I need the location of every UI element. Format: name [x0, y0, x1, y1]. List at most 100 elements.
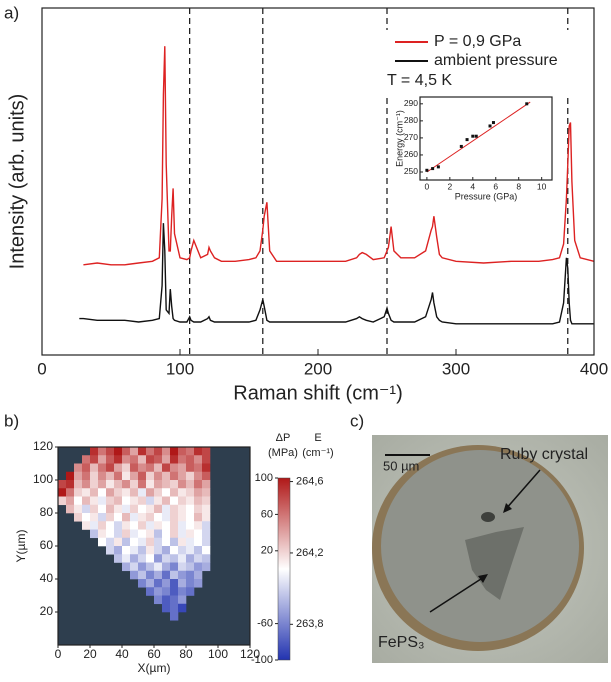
- heatmap-cell: [114, 546, 123, 555]
- heatmap-cell: [122, 496, 131, 506]
- heatmap-cell: [122, 471, 131, 481]
- heatmap-cell: [146, 570, 155, 580]
- data-point: [471, 134, 475, 138]
- heatmap-cell: [202, 480, 211, 489]
- heatmap-cell: [202, 521, 211, 530]
- heatmap-cell: [170, 579, 179, 588]
- heatmap-cell: [98, 488, 107, 497]
- heatmap-cell: [130, 455, 139, 464]
- heatmap-cell: [90, 521, 99, 530]
- x-tick-label: 6: [493, 181, 498, 191]
- colorbar-tick-label: 20: [261, 545, 273, 557]
- heatmap-cell: [74, 513, 83, 522]
- heatmap-cell: [186, 496, 195, 506]
- heatmap-cell: [98, 496, 107, 506]
- heatmap-cell: [186, 570, 195, 580]
- arrowhead: [478, 574, 488, 583]
- heatmap-cell: [186, 537, 195, 547]
- y-axis-label: Y(µm): [14, 530, 28, 563]
- heatmap-cell: [194, 554, 203, 563]
- heatmap-cell: [138, 562, 147, 572]
- heatmap-cell: [162, 496, 171, 506]
- y-tick-label: 60: [40, 538, 54, 552]
- heatmap-cell: [162, 480, 171, 489]
- heatmap-cell: [138, 463, 147, 473]
- heatmap-cell: [202, 496, 211, 506]
- heatmap-cell: [178, 595, 187, 605]
- heatmap-cell: [194, 537, 203, 547]
- heatmap-cell: [146, 562, 155, 572]
- heatmap-cell: [106, 537, 115, 547]
- heatmap-cell: [194, 562, 203, 572]
- heatmap-cell: [194, 471, 203, 481]
- heatmap-cell: [154, 546, 163, 555]
- heatmap-cell: [186, 562, 195, 572]
- heatmap-cell: [58, 488, 67, 497]
- x-tick-label: 8: [516, 181, 521, 191]
- y-tick-label: 20: [40, 604, 54, 618]
- heatmap-cell: [186, 546, 195, 555]
- heatmap-cell: [170, 513, 179, 522]
- heatmap-cell: [202, 447, 211, 456]
- arrowhead: [503, 503, 512, 513]
- heatmap-cell: [170, 603, 179, 613]
- heatmap-cell: [90, 447, 99, 456]
- heatmap-cell: [90, 480, 99, 489]
- heatmap-cell: [146, 447, 155, 456]
- heatmap-cell: [98, 529, 107, 539]
- heatmap-cell: [178, 579, 187, 588]
- heatmap-cell: [154, 463, 163, 473]
- heatmap-cell: [170, 471, 179, 481]
- colorbar-title: (MPa): [268, 447, 298, 459]
- heatmap-cell: [130, 537, 139, 547]
- heatmap-cell: [178, 529, 187, 539]
- x-tick-label: 0: [425, 181, 430, 191]
- heatmap-cell: [114, 529, 123, 539]
- heatmap-cell: [138, 471, 147, 481]
- heatmap-cell: [146, 488, 155, 497]
- x-tick-label: 10: [537, 181, 547, 191]
- x-tick-label: 60: [147, 647, 161, 661]
- heatmap-cell: [122, 463, 131, 473]
- heatmap-cell: [162, 455, 171, 464]
- heatmap-cell: [82, 471, 91, 481]
- heatmap-cell: [122, 480, 131, 489]
- x-tick-label: 0: [55, 647, 62, 661]
- heatmap-cell: [170, 537, 179, 547]
- heatmap-cell: [106, 504, 115, 514]
- heatmap-cell: [138, 455, 147, 464]
- heatmap-cell: [130, 463, 139, 473]
- heatmap-cell: [66, 488, 75, 497]
- data-point: [525, 102, 529, 106]
- heatmap-cell: [170, 455, 179, 464]
- heatmap-cell: [98, 480, 107, 489]
- heatmap-cell: [82, 480, 91, 489]
- heatmap-cell: [114, 471, 123, 481]
- heatmap-cell: [114, 447, 123, 456]
- colorbar: [277, 477, 291, 661]
- heatmap-cell: [146, 513, 155, 522]
- photo: 50 µm Ruby crystal FePS₃ c): [350, 411, 608, 663]
- heatmap-cell: [138, 488, 147, 497]
- x-axis-label: X(µm): [138, 661, 171, 675]
- heatmap-cell: [74, 463, 83, 473]
- colorbar-title: E: [314, 432, 321, 444]
- heatmap-cell: [162, 579, 171, 588]
- heatmap-cell: [66, 471, 75, 481]
- x-axis-label: Pressure (GPa): [455, 191, 518, 201]
- x-tick-label: 2: [447, 181, 452, 191]
- heatmap-cell: [130, 513, 139, 522]
- heatmap-cell: [178, 521, 187, 530]
- heatmap-cell: [74, 480, 83, 489]
- heatmap-cell: [202, 504, 211, 514]
- annotation: T = 4,5 K: [387, 72, 452, 89]
- heatmap-cell: [98, 504, 107, 514]
- y-tick-label: 120: [33, 439, 53, 453]
- heatmap-cell: [82, 455, 91, 464]
- heatmap-cell: [138, 529, 147, 539]
- y-tick-label: 280: [404, 115, 418, 125]
- heatmap-cell: [202, 562, 211, 572]
- spectrum-line: [83, 46, 595, 266]
- heatmap-cell: [194, 455, 203, 464]
